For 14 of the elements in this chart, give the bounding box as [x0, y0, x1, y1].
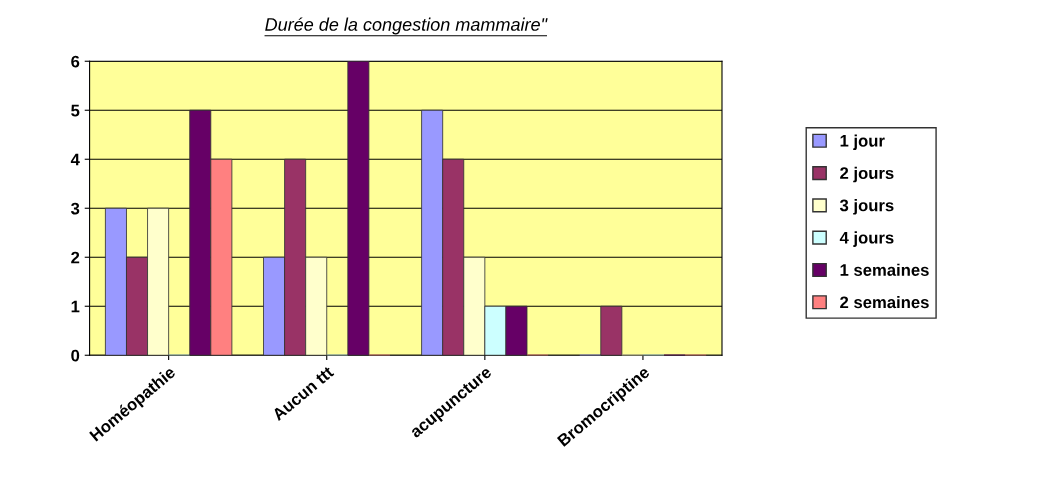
y-tick-label: 6	[71, 55, 80, 68]
y-tick-label: 4	[70, 153, 80, 166]
y-tick-label: 0	[71, 349, 80, 362]
legend-label: 3 jours	[839, 199, 894, 215]
legend-label: 1 semaines	[840, 263, 929, 276]
chart-title: Durée de la congestion mammaire"	[265, 17, 548, 35]
legend-label: 4 jours	[839, 231, 894, 247]
legend-label: 1 jour	[840, 134, 885, 151]
y-tick-label: 5	[71, 104, 80, 117]
y-tick-label: 3	[70, 202, 80, 215]
legend-label: 2 semaines	[840, 295, 929, 309]
y-tick-label: 2	[71, 251, 80, 264]
y-tick-label: 1	[71, 300, 80, 313]
legend-label: 2 jours	[840, 166, 894, 183]
